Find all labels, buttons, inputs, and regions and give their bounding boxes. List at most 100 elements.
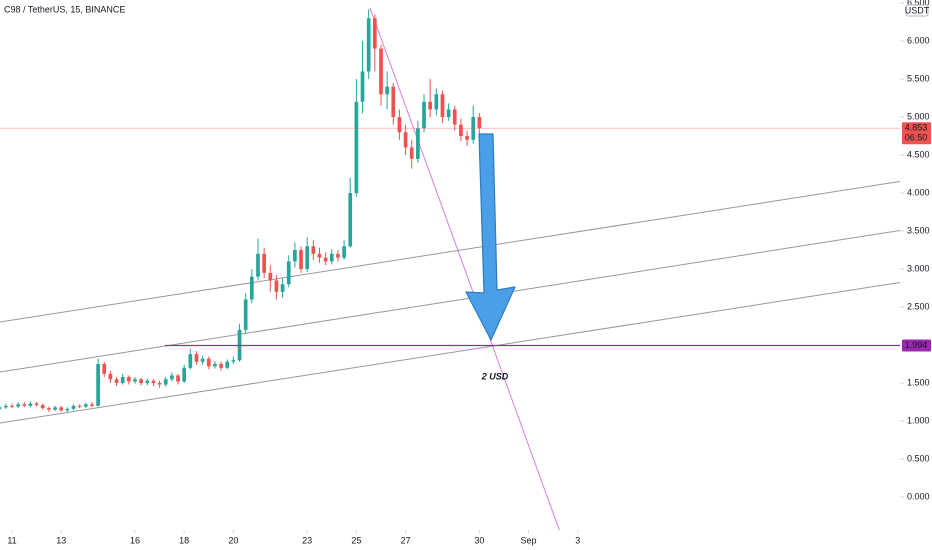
candle-body [114,379,119,384]
candle-body [40,405,45,409]
candle-body [157,383,162,385]
candle-body [77,405,82,407]
candle-body [96,364,100,406]
candle-body [256,253,260,277]
candle-body [120,376,125,384]
y-tick-label: 4.500 [907,149,930,159]
candle-body [354,101,359,194]
x-tick-label: Sep [521,535,537,545]
candle-body [329,253,334,262]
y-tick-label: 5.000 [907,111,930,121]
currency-box [905,4,929,17]
candle-body [317,253,322,258]
y-tick-label: 4.000 [907,187,930,197]
candle-body [200,358,205,362]
x-tick-label: 18 [179,535,189,545]
y-tick-label: 6.500 [907,0,930,7]
candle-body [90,404,94,406]
candle-body [379,48,383,95]
candle-body [416,128,420,159]
candle-body [170,375,174,380]
candle-body [305,246,310,270]
candle-body [342,246,346,258]
x-tick-label: 20 [228,535,238,545]
candle-body [0,407,2,409]
candle-body [102,364,107,374]
candle-body [108,373,113,380]
candle-body [59,407,64,411]
candle-body [194,354,199,362]
candle-body [434,94,439,110]
candle-body [452,109,457,125]
candle-body [188,354,193,368]
candle-body [53,407,57,410]
y-tick-label: 3.000 [907,263,930,273]
candle-body [145,380,150,384]
candle-body [299,250,303,270]
candle-body [206,358,211,367]
x-tick-label: 27 [401,535,411,545]
y-tick-label: 6.000 [907,35,930,45]
candle-body [274,280,279,292]
candle-body [428,101,433,110]
candle-body [477,117,482,129]
x-tick-label: 30 [474,535,484,545]
candle-body [243,299,248,330]
candle-body [163,379,168,385]
candle-body [286,261,291,285]
candle-body [293,250,297,262]
candle-body [16,404,20,407]
level-label: 1.994 [905,340,928,350]
candle-body [22,404,27,406]
forecast-arrow [465,133,516,341]
candle-body [440,94,445,118]
candle-body [262,253,266,273]
candle-body [83,404,88,407]
candle-body [127,376,131,382]
candle-body [71,405,76,409]
candle-body [28,403,33,406]
y-tick-label: 5.500 [907,73,930,83]
candle-body [139,379,143,384]
candle-body [231,360,236,362]
y-tick-label: 1.000 [907,415,930,425]
x-tick-label: 13 [56,535,66,545]
channel-line [0,180,900,323]
candle-body [34,403,39,406]
level-box [902,339,931,352]
currency-label: USDT [905,5,930,15]
candle-body [219,364,223,368]
candle-body [391,86,396,118]
candle-body [465,136,469,140]
trend-line [369,7,560,530]
y-tick-label: 2.500 [907,301,930,311]
candle-body [10,405,14,407]
candle-body [213,364,217,367]
candle-body [360,71,365,102]
candle-body [225,361,230,368]
candle-body [323,257,328,262]
candle-body [348,193,353,247]
candle-body [403,132,408,148]
x-tick-label: 23 [302,535,312,545]
countdown-label: 06:50 [905,133,928,143]
candle-body [446,109,451,118]
candle-body [151,380,156,384]
candle-body [182,367,187,382]
y-tick-label: 0.500 [907,453,930,463]
candle-body [366,18,371,72]
x-tick-label: 16 [130,535,140,545]
candle-body [311,246,316,254]
candle-body [133,379,137,382]
x-tick-label: 3 [575,535,580,545]
candle-body [397,117,402,133]
candle-body [249,276,254,300]
candle-body [176,375,180,382]
x-tick-label: 25 [351,535,361,545]
y-tick-label: 1.500 [907,377,930,387]
candle-body [459,124,463,137]
candle-body [268,272,273,281]
channel-line [0,229,900,373]
candle-body [65,408,70,411]
